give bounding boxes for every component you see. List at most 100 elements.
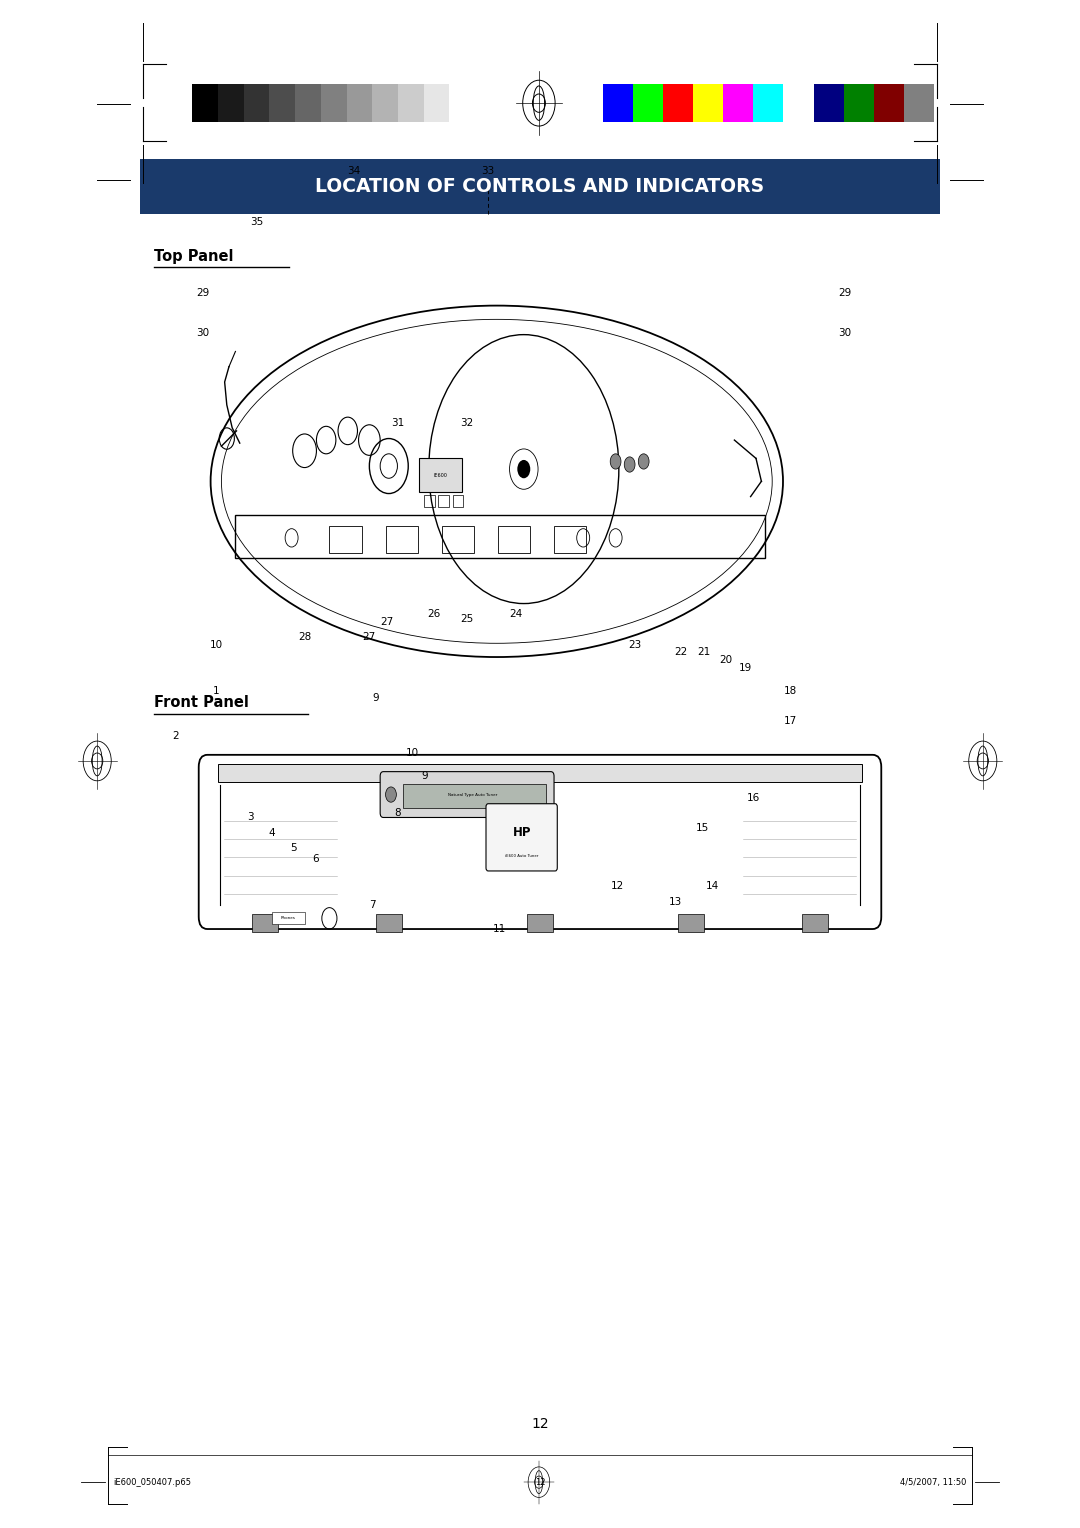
Text: 27: 27 — [380, 617, 393, 626]
Bar — [244, 84, 269, 122]
Bar — [424, 495, 435, 507]
Text: 4: 4 — [269, 828, 275, 837]
Text: 9: 9 — [421, 772, 428, 781]
Bar — [663, 84, 693, 122]
Text: 3: 3 — [247, 813, 254, 822]
Bar — [272, 912, 305, 924]
Text: 25: 25 — [460, 614, 473, 623]
Text: 13: 13 — [669, 897, 681, 906]
Text: 21: 21 — [698, 648, 711, 657]
Bar — [329, 526, 362, 553]
Text: Top Panel: Top Panel — [154, 249, 234, 264]
Text: 16: 16 — [747, 793, 760, 802]
Text: 6: 6 — [312, 854, 319, 863]
Bar — [403, 784, 546, 808]
Bar — [554, 526, 586, 553]
Text: 30: 30 — [838, 329, 851, 338]
Bar — [347, 84, 373, 122]
Bar — [874, 84, 904, 122]
Text: Natural Type Auto Tuner: Natural Type Auto Tuner — [448, 793, 497, 796]
FancyBboxPatch shape — [380, 772, 554, 817]
Bar — [724, 84, 754, 122]
Bar — [399, 84, 423, 122]
Text: Phones: Phones — [281, 917, 296, 920]
Bar — [527, 914, 553, 932]
Bar — [218, 84, 244, 122]
Text: 35: 35 — [251, 217, 264, 226]
Text: 34: 34 — [348, 167, 361, 176]
Bar — [633, 84, 663, 122]
Text: 31: 31 — [391, 419, 404, 428]
Bar — [373, 84, 399, 122]
Bar — [813, 84, 843, 122]
Circle shape — [638, 454, 649, 469]
Bar — [678, 914, 704, 932]
Bar — [419, 458, 462, 492]
Text: 8: 8 — [394, 808, 401, 817]
Text: iE600 Auto Tuner: iE600 Auto Tuner — [505, 854, 538, 857]
Text: 19: 19 — [739, 663, 752, 672]
Bar — [269, 84, 295, 122]
Text: 5: 5 — [291, 843, 297, 853]
Bar — [423, 84, 449, 122]
Text: 10: 10 — [210, 640, 222, 649]
Text: 15: 15 — [696, 824, 708, 833]
Text: 30: 30 — [197, 329, 210, 338]
Bar — [754, 84, 783, 122]
Text: 29: 29 — [197, 289, 210, 298]
Text: 12: 12 — [535, 1478, 545, 1487]
Bar — [438, 495, 449, 507]
Text: 23: 23 — [629, 640, 642, 649]
Text: 29: 29 — [838, 289, 851, 298]
Text: 10: 10 — [406, 749, 419, 758]
Text: 18: 18 — [784, 686, 797, 695]
Bar — [140, 159, 940, 214]
Bar — [449, 84, 475, 122]
Text: 1: 1 — [213, 686, 219, 695]
Text: 20: 20 — [719, 656, 732, 665]
Text: 22: 22 — [674, 648, 687, 657]
Text: Front Panel: Front Panel — [154, 695, 249, 711]
FancyBboxPatch shape — [486, 804, 557, 871]
Circle shape — [386, 787, 396, 802]
Bar — [802, 914, 828, 932]
Text: 28: 28 — [298, 633, 311, 642]
Text: 33: 33 — [482, 167, 495, 176]
Bar — [603, 84, 633, 122]
Text: 24: 24 — [510, 610, 523, 619]
Bar — [783, 84, 813, 122]
Bar — [498, 526, 530, 553]
Bar — [192, 84, 218, 122]
Bar — [442, 526, 474, 553]
Text: HP: HP — [512, 827, 531, 839]
Text: 7: 7 — [369, 900, 376, 909]
Circle shape — [624, 457, 635, 472]
Text: 12: 12 — [611, 882, 624, 891]
Bar — [386, 526, 418, 553]
Text: 2: 2 — [173, 732, 179, 741]
Circle shape — [610, 454, 621, 469]
Text: iE600_050407.p65: iE600_050407.p65 — [113, 1478, 191, 1487]
Text: iE600: iE600 — [434, 472, 447, 478]
Text: 4/5/2007, 11:50: 4/5/2007, 11:50 — [901, 1478, 967, 1487]
Bar — [376, 914, 402, 932]
Text: 9: 9 — [373, 694, 379, 703]
Text: 11: 11 — [492, 924, 505, 934]
Bar — [904, 84, 934, 122]
Text: 17: 17 — [784, 717, 797, 726]
Bar — [453, 495, 463, 507]
Text: 14: 14 — [706, 882, 719, 891]
Circle shape — [517, 460, 530, 478]
Text: 27: 27 — [363, 633, 376, 642]
Bar — [693, 84, 724, 122]
Text: 12: 12 — [531, 1416, 549, 1432]
Text: 32: 32 — [460, 419, 473, 428]
Bar — [321, 84, 347, 122]
Bar — [235, 515, 765, 558]
Bar — [252, 914, 278, 932]
Text: 26: 26 — [428, 610, 441, 619]
Bar — [218, 764, 862, 782]
Text: LOCATION OF CONTROLS AND INDICATORS: LOCATION OF CONTROLS AND INDICATORS — [315, 177, 765, 196]
Bar — [843, 84, 874, 122]
Bar — [295, 84, 321, 122]
